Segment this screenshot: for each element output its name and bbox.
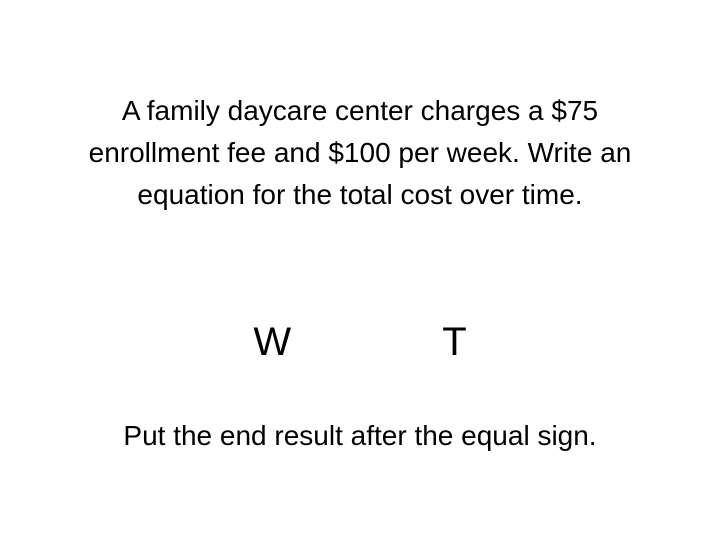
problem-line-1: A family daycare center charges a $75 [122,95,598,126]
variable-labels: W T [0,320,720,365]
problem-statement: A family daycare center charges a $75 en… [0,90,720,216]
problem-line-3: equation for the total cost over time. [137,179,582,210]
variable-w: W [253,320,291,365]
variable-t: T [442,320,466,365]
hint-text: Put the end result after the equal sign. [0,420,720,452]
problem-line-2: enrollment fee and $100 per week. Write … [89,137,632,168]
